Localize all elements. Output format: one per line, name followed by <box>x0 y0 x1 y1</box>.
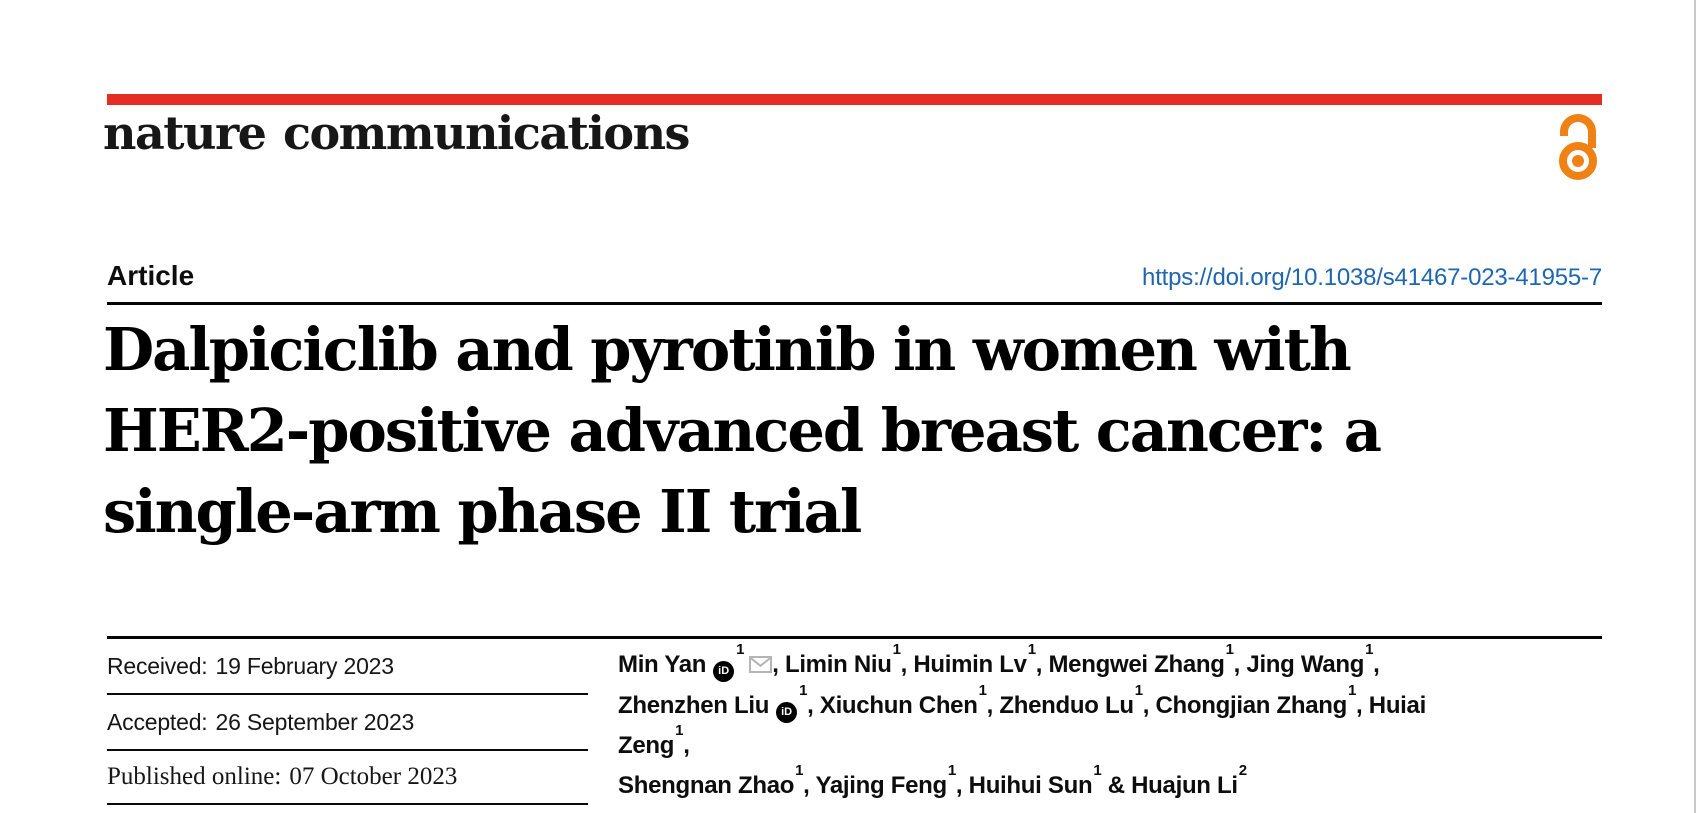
affiliation-superscript: 1 <box>947 762 956 779</box>
author: Mengwei Zhang1 <box>1048 642 1233 678</box>
author-name: Mengwei Zhang <box>1048 651 1225 678</box>
author: Yajing Feng1 <box>815 763 956 799</box>
affiliation-superscript: 1 <box>1093 762 1102 779</box>
author: Xiuchun Chen1 <box>819 683 987 719</box>
title-line: Dalpiciclib and pyrotinib in women with <box>103 315 1352 384</box>
author-name: Chongjian Zhang <box>1155 692 1348 719</box>
author-name: Zhenzhen Liu <box>618 692 770 719</box>
author: Huajun Li2 <box>1131 763 1247 799</box>
author: Limin Niu1 <box>784 642 901 678</box>
author: Zhenzhen Liu iD1 <box>618 683 807 723</box>
received-date-row: Received: 19 February 2023 <box>107 639 588 695</box>
accepted-date-row: Accepted: 26 September 2023 <box>107 695 588 751</box>
affiliation-superscript: 1 <box>1027 641 1036 658</box>
author: Huiai Zeng1 <box>618 692 1426 759</box>
affiliation-superscript: 2 <box>1238 762 1247 779</box>
affiliation-superscript: 1 <box>978 682 987 699</box>
author-name: Huajun Li <box>1131 772 1238 799</box>
author: Shengnan Zhao1 <box>618 763 803 799</box>
article-history: Received: 19 February 2023 Accepted: 26 … <box>107 639 588 805</box>
accepted-label: Accepted: <box>107 708 208 735</box>
affiliation-superscript: 1 <box>795 762 804 779</box>
received-value: 19 February 2023 <box>215 652 394 679</box>
orcid-icon[interactable]: iD <box>713 660 735 682</box>
author-name: Shengnan Zhao <box>618 772 795 799</box>
section-rule <box>107 636 1602 639</box>
affiliation-superscript: 1 <box>675 722 684 739</box>
article-title: Dalpiciclib and pyrotinib in women with … <box>103 309 1603 552</box>
author: Huihui Sun1 <box>968 763 1102 799</box>
affiliation-superscript: 1 <box>1365 641 1374 658</box>
author: Min Yan iD1 <box>618 642 773 682</box>
article-type-label: Article <box>107 260 195 291</box>
title-line: HER2-positive advanced breast cancer: a <box>103 396 1382 465</box>
page-edge-divider <box>1694 0 1696 813</box>
accepted-value: 26 September 2023 <box>215 708 415 735</box>
title-line: single-arm phase II trial <box>103 477 862 546</box>
author-name: Huiai Zeng <box>618 692 1426 759</box>
affiliation-superscript: 1 <box>1347 682 1357 699</box>
published-value: 07 October 2023 <box>289 763 458 790</box>
author-name: Min Yan <box>618 651 707 678</box>
author: Jing Wang1 <box>1246 642 1373 678</box>
published-date-row: Published online: 07 October 2023 <box>107 751 588 805</box>
doi-link[interactable]: https://doi.org/10.1038/s41467-023-41955… <box>1142 264 1602 291</box>
author: Huimin Lv1 <box>913 642 1036 678</box>
brand-red-bar <box>107 94 1602 105</box>
author: Chongjian Zhang1 <box>1155 683 1357 719</box>
author-name: Yajing Feng <box>815 772 947 799</box>
published-label: Published online: <box>107 763 282 790</box>
journal-logo: nature communications <box>103 106 690 160</box>
open-access-padlock-icon <box>1556 106 1600 187</box>
author: Zhenduo Lu1 <box>999 683 1143 719</box>
affiliation-superscript: 1 <box>1225 641 1234 658</box>
author-name: Zhenduo Lu <box>999 692 1134 719</box>
author-name: Huimin Lv <box>913 651 1027 678</box>
affiliation-superscript: 1 <box>892 641 901 658</box>
author-name: Huihui Sun <box>968 772 1093 799</box>
author-list: Min Yan iD1, Limin Niu1, Huimin Lv1, Meng… <box>618 641 1426 799</box>
header-rule <box>107 302 1602 305</box>
received-label: Received: <box>107 652 208 679</box>
author-name: Jing Wang <box>1246 651 1365 678</box>
affiliation-superscript: 1 <box>799 682 808 699</box>
email-envelope-icon[interactable] <box>749 646 773 686</box>
affiliation-superscript: 1 <box>736 641 745 658</box>
author-name: Limin Niu <box>784 651 892 678</box>
orcid-icon[interactable]: iD <box>776 701 798 723</box>
affiliation-superscript: 1 <box>1134 682 1143 699</box>
author-name: Xiuchun Chen <box>819 692 978 719</box>
